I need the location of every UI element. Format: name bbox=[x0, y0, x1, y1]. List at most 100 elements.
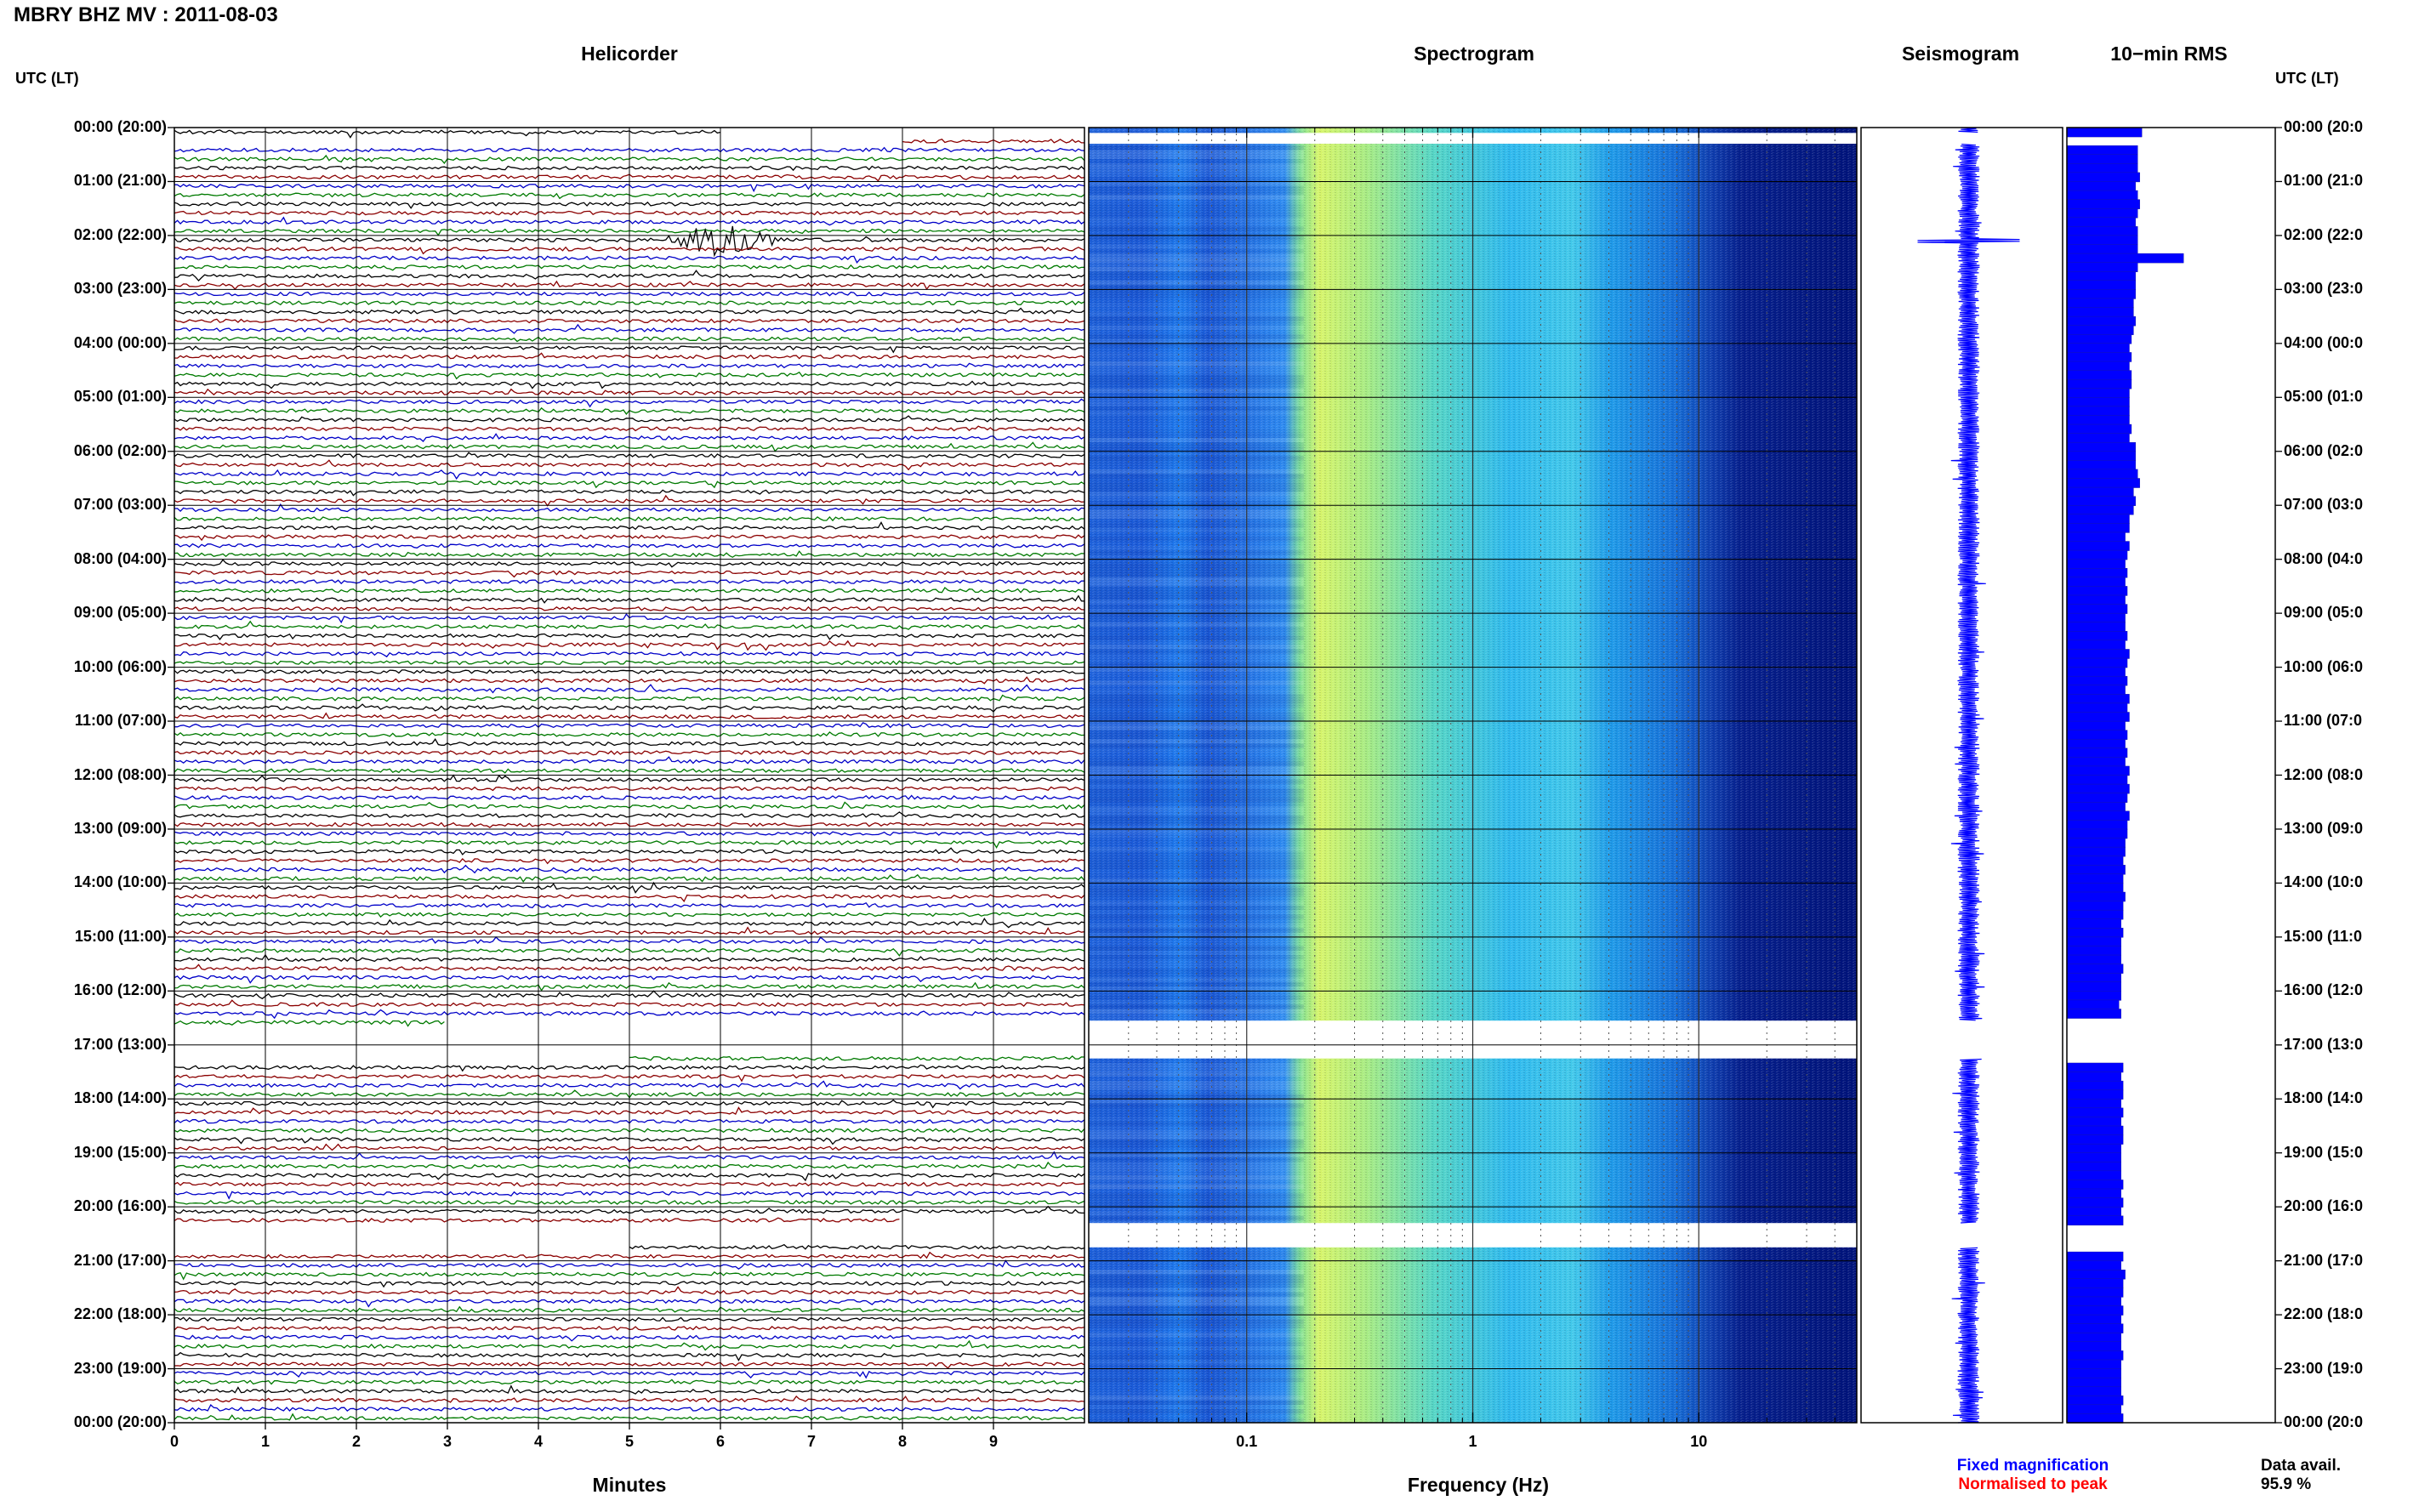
spectrogram-band bbox=[1089, 1278, 1304, 1284]
rms-bar bbox=[2066, 694, 2130, 704]
minute-tick-label: 0 bbox=[169, 1433, 179, 1450]
minute-tick-label: 5 bbox=[624, 1433, 634, 1450]
right-time-label: 13:00 (09:0 bbox=[2284, 819, 2364, 837]
left-time-label: 02:00 (22:00) bbox=[73, 225, 167, 243]
spectrogram-band bbox=[1089, 1220, 1304, 1225]
spectrogram-band bbox=[1089, 379, 1304, 384]
spectrogram-band bbox=[1089, 361, 1304, 367]
seismogram-trace bbox=[1917, 127, 2020, 1424]
right-time-label: 17:00 (13:0 bbox=[2284, 1035, 2364, 1053]
spectrogram-band bbox=[1089, 999, 1304, 1005]
spectrogram-band bbox=[1089, 478, 1304, 483]
spectrogram-band bbox=[1089, 986, 1304, 992]
rms-bar bbox=[2066, 873, 2124, 884]
spectrogram-band bbox=[1089, 1004, 1304, 1009]
spectrogram-band bbox=[1089, 1018, 1304, 1023]
spectrogram-band bbox=[1089, 523, 1304, 528]
left-time-label: 06:00 (02:00) bbox=[73, 441, 167, 459]
spectrogram-band bbox=[1089, 248, 1304, 254]
right-time-label: 22:00 (18:0 bbox=[2284, 1305, 2364, 1323]
legend-normalised: Normalised to peak bbox=[1958, 1475, 2108, 1493]
right-time-label: 04:00 (00:0 bbox=[2284, 333, 2364, 351]
spectrogram-band bbox=[1089, 397, 1304, 401]
rms-bar bbox=[2066, 838, 2126, 848]
rms-bar bbox=[2066, 271, 2137, 281]
left-time-label: 11:00 (07:00) bbox=[74, 712, 167, 730]
rms-bar bbox=[2066, 991, 2121, 1001]
spectrogram-band bbox=[1089, 635, 1304, 640]
rms-bar bbox=[2066, 1080, 2124, 1091]
rms-bar bbox=[2066, 810, 2130, 821]
rms-bar bbox=[2066, 783, 2130, 794]
rms-bar bbox=[2066, 586, 2128, 596]
rms-bar bbox=[2066, 289, 2137, 299]
right-time-label: 14:00 (10:0 bbox=[2284, 873, 2364, 891]
spectrogram-band bbox=[1089, 1211, 1304, 1216]
rms-bar bbox=[2066, 901, 2124, 911]
rms-bar bbox=[2066, 720, 2126, 731]
spectrogram-band bbox=[1089, 1341, 1304, 1347]
rms-bar bbox=[2066, 1377, 2121, 1388]
spectrogram-band bbox=[1089, 730, 1304, 735]
rms-bar bbox=[2066, 1009, 2121, 1019]
helicorder-title: Helicorder bbox=[581, 43, 678, 65]
spectrogram-band bbox=[1089, 469, 1304, 475]
right-time-label: 10:00 (06:0 bbox=[2284, 657, 2364, 675]
spectrogram-band bbox=[1089, 1207, 1304, 1211]
spectrogram-band bbox=[1089, 308, 1304, 312]
spectrogram-band bbox=[1089, 527, 1304, 532]
rms-bar bbox=[2066, 244, 2138, 254]
spectrogram-band bbox=[1089, 1157, 1304, 1162]
spectrogram-band bbox=[1089, 271, 1304, 276]
rms-bar bbox=[2066, 577, 2126, 588]
rms-bar bbox=[2066, 793, 2128, 803]
rms-bar bbox=[2066, 1341, 2121, 1352]
spectrogram-band bbox=[1089, 968, 1304, 974]
rms-bar bbox=[2066, 1386, 2121, 1396]
spectrogram-band bbox=[1089, 1112, 1304, 1117]
spectrogram-band bbox=[1089, 550, 1304, 555]
rms-bar bbox=[2066, 1134, 2124, 1145]
rms-bar bbox=[2066, 145, 2138, 156]
rms-bar bbox=[2066, 226, 2138, 236]
spectrogram-band bbox=[1089, 855, 1304, 861]
rms-bar bbox=[2066, 1206, 2121, 1217]
spectrogram-xlabel: Frequency (Hz) bbox=[1407, 1474, 1550, 1496]
spectrogram-band bbox=[1089, 276, 1304, 281]
rms-bar bbox=[2066, 918, 2121, 929]
spectrogram-band bbox=[1089, 285, 1304, 290]
spectrogram-band bbox=[1089, 1283, 1304, 1288]
left-time-label: 12:00 (08:00) bbox=[73, 765, 167, 783]
spectrogram-band bbox=[1089, 1103, 1304, 1108]
rms-bar bbox=[2066, 154, 2138, 165]
rms-bar bbox=[2066, 1278, 2124, 1289]
rms-bar bbox=[2066, 1368, 2121, 1378]
rms-bar bbox=[2066, 1305, 2124, 1316]
left-time-label: 20:00 (16:00) bbox=[73, 1197, 167, 1215]
rms-bar bbox=[2066, 433, 2130, 443]
spectrogram-band bbox=[1089, 1175, 1304, 1180]
rms-bar bbox=[2066, 702, 2128, 713]
minute-tick-label: 7 bbox=[806, 1433, 816, 1450]
rms-bar bbox=[2066, 451, 2137, 462]
spectrogram-band bbox=[1089, 235, 1304, 241]
rms-bar bbox=[2066, 765, 2130, 776]
helicorder-trace bbox=[629, 1243, 1085, 1250]
right-time-label: 15:00 (11:0 bbox=[2284, 927, 2363, 945]
left-time-label: 09:00 (05:00) bbox=[73, 604, 167, 622]
rms-bar bbox=[2066, 657, 2128, 668]
spectrogram-band bbox=[1089, 568, 1304, 573]
freq-tick-label: 10 bbox=[1690, 1433, 1708, 1450]
left-time-label: 16:00 (12:00) bbox=[73, 981, 167, 999]
spectrogram-band bbox=[1089, 293, 1304, 298]
rms-bar bbox=[2066, 298, 2134, 309]
freq-tick-label: 0.1 bbox=[1236, 1433, 1258, 1450]
rms-bar bbox=[2066, 478, 2140, 488]
spectrogram-band bbox=[1089, 802, 1304, 807]
spectrogram-band bbox=[1089, 1333, 1304, 1338]
rms-bar bbox=[2066, 999, 2120, 1010]
right-time-label: 12:00 (08:0 bbox=[2284, 765, 2364, 783]
right-time-label: 23:00 (19:0 bbox=[2284, 1359, 2364, 1377]
right-time-label: 06:00 (02:0 bbox=[2284, 441, 2364, 459]
